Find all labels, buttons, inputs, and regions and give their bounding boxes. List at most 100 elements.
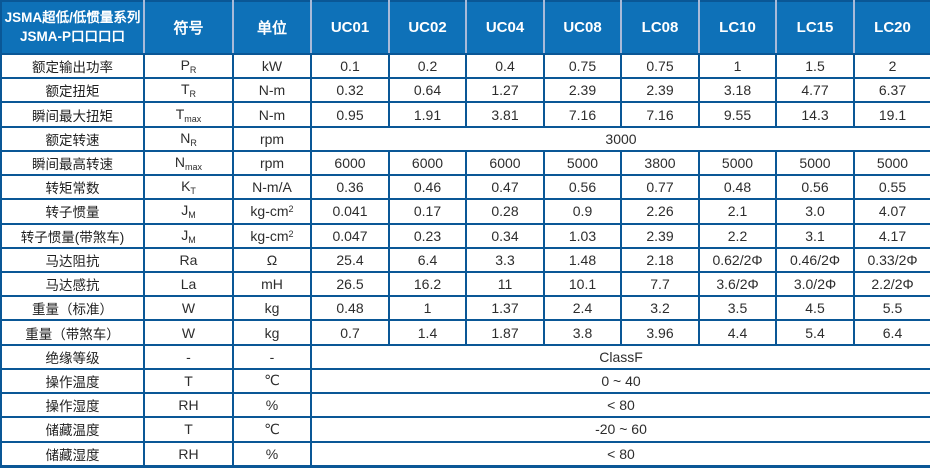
spec-value: 16.2	[388, 270, 467, 298]
spec-value: 7.7	[620, 270, 700, 298]
spec-value: 2.4	[543, 295, 622, 322]
spec-value: 0.9	[543, 198, 622, 225]
spec-value: 5000	[698, 149, 777, 177]
column-header-lc10: LC10	[698, 0, 777, 55]
spec-value: 4.77	[775, 77, 855, 104]
spec-value: 3.96	[620, 319, 700, 346]
row-label: 额定转速	[0, 125, 145, 152]
spec-value: 0.55	[853, 174, 930, 201]
row-unit: mH	[232, 270, 312, 298]
row-symbol: KT	[143, 174, 234, 201]
spec-value: 5.4	[775, 319, 855, 346]
spec-value: 0.36	[310, 174, 390, 201]
table-row: 储藏湿度 RH% < 80	[0, 440, 930, 468]
row-label: 重量（带煞车）	[0, 319, 145, 346]
spec-value: 4.5	[775, 295, 855, 322]
merged-value: ClassF	[310, 343, 930, 370]
row-unit: -	[232, 343, 312, 370]
column-header-lc08: LC08	[620, 0, 700, 55]
row-symbol: -	[143, 343, 234, 370]
column-header-uc04: UC04	[465, 0, 545, 55]
table-row: 绝缘等级 - - ClassF	[0, 343, 930, 370]
spec-value: 5000	[775, 149, 855, 177]
row-symbol: Nmax	[143, 149, 234, 177]
spec-value: 6.37	[853, 77, 930, 104]
table-row: 额定输出功率 PR kW 0.1 0.2 0.4 0.75 0.75 1 1.5 2	[0, 52, 930, 80]
spec-value: 0.75	[543, 52, 622, 80]
spec-value: 1.87	[465, 319, 545, 346]
row-symbol: RH	[143, 392, 234, 419]
spec-value: 1.48	[543, 246, 622, 273]
row-unit: kg	[232, 319, 312, 346]
row-label: 额定输出功率	[0, 52, 145, 80]
spec-value: 2.39	[620, 222, 700, 249]
spec-value: 6000	[388, 149, 467, 177]
spec-value: 0.56	[775, 174, 855, 201]
spec-value: 4.07	[853, 198, 930, 225]
spec-value: 1.5	[775, 52, 855, 80]
merged-value: 3000	[310, 125, 930, 152]
spec-value: 0.48	[310, 295, 390, 322]
spec-value: 0.56	[543, 174, 622, 201]
spec-value: 0.17	[388, 198, 467, 225]
spec-value: 0.23	[388, 222, 467, 249]
spec-value: 19.1	[853, 101, 930, 128]
column-header-symbol: 符号	[143, 0, 234, 55]
spec-value: 6000	[465, 149, 545, 177]
merged-value: < 80	[310, 392, 930, 419]
table-row: 转子惯量(带煞车) JM kg-cm2 0.047 0.23 0.34 1.03 2.39 2.…	[0, 222, 930, 249]
spec-value: 3.0	[775, 198, 855, 225]
spec-value: 2.18	[620, 246, 700, 273]
spec-value: 0.7	[310, 319, 390, 346]
spec-value: 2.39	[543, 77, 622, 104]
row-label: 额定扭矩	[0, 77, 145, 104]
table-row: 马达阻抗 Ra Ω 25.4 6.4 3.3 1.48 2.18 0.62/2Φ 0.46/2Φ 0…	[0, 246, 930, 273]
spec-value: 3.18	[698, 77, 777, 104]
row-unit: N-m	[232, 101, 312, 128]
spec-value: 5.5	[853, 295, 930, 322]
row-symbol: RH	[143, 440, 234, 468]
column-header-uc01: UC01	[310, 0, 390, 55]
column-header-uc08: UC08	[543, 0, 622, 55]
spec-value: 0.32	[310, 77, 390, 104]
row-unit: Ω	[232, 246, 312, 273]
row-label: 储藏温度	[0, 416, 145, 443]
merged-value: 0 ~ 40	[310, 367, 930, 395]
table-row: 操作湿度 RH% < 80	[0, 392, 930, 419]
spec-value: 7.16	[620, 101, 700, 128]
row-label: 瞬间最高转速	[0, 149, 145, 177]
row-label: 转子惯量	[0, 198, 145, 225]
row-symbol: W	[143, 319, 234, 346]
spec-value: 0.2	[388, 52, 467, 80]
row-unit: kg-cm2	[232, 222, 312, 249]
spec-value: 0.041	[310, 198, 390, 225]
row-symbol: NR	[143, 125, 234, 152]
row-label: 操作湿度	[0, 392, 145, 419]
spec-value: 3.8	[543, 319, 622, 346]
row-label: 重量（标准）	[0, 295, 145, 322]
spec-value: 0.75	[620, 52, 700, 80]
spec-value: 4.17	[853, 222, 930, 249]
spec-value: 2.2/2Φ	[853, 270, 930, 298]
spec-value: 1.27	[465, 77, 545, 104]
row-unit: %	[232, 392, 312, 419]
row-unit: N-m	[232, 77, 312, 104]
row-label: 转矩常数	[0, 174, 145, 201]
row-symbol: La	[143, 270, 234, 298]
spec-value: 3.3	[465, 246, 545, 273]
spec-value: 1	[698, 52, 777, 80]
spec-value: 6.4	[388, 246, 467, 273]
row-symbol: Tmax	[143, 101, 234, 128]
spec-value: 2.2	[698, 222, 777, 249]
table-row: 瞬间最高转速 Nmax rpm 6000 6000 6000 5000 3800 5000 500…	[0, 149, 930, 177]
spec-value: 7.16	[543, 101, 622, 128]
row-symbol: PR	[143, 52, 234, 80]
column-header-unit: 单位	[232, 0, 312, 55]
spec-value: 1.37	[465, 295, 545, 322]
spec-value: 5000	[853, 149, 930, 177]
row-symbol: JM	[143, 222, 234, 249]
spec-value: 0.28	[465, 198, 545, 225]
spec-value: 5000	[543, 149, 622, 177]
table-row: 瞬间最大扭矩 Tmax N-m 0.95 1.91 3.81 7.16 7.16 9.55 14.…	[0, 101, 930, 128]
